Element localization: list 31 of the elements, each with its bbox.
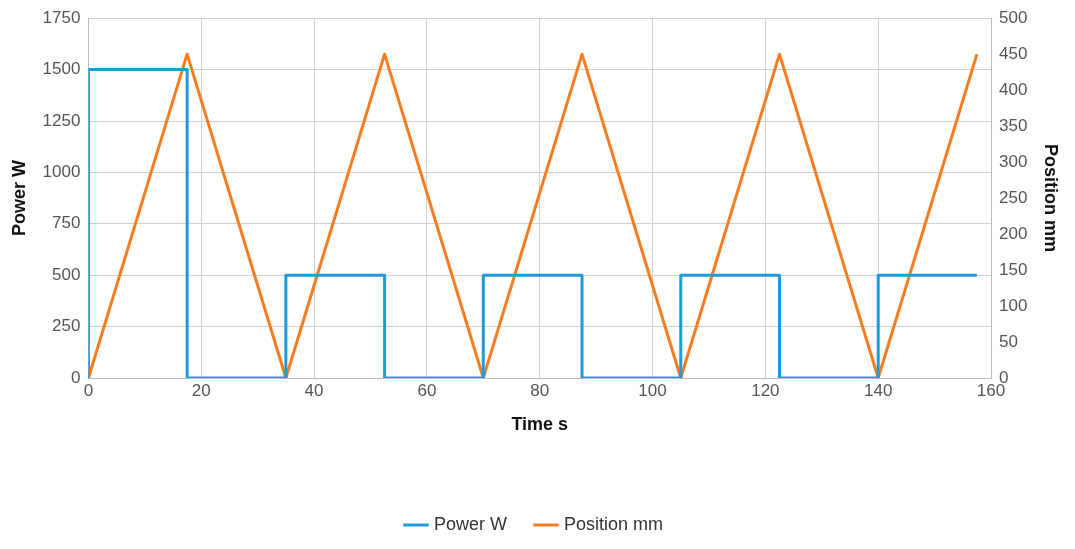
x-tick-label: 60	[417, 380, 437, 400]
x-tick-label: 140	[864, 380, 893, 400]
y2-tick-label: 250	[999, 187, 1028, 207]
legend-label: Power W	[433, 513, 507, 534]
y2-tick-label: 300	[999, 151, 1028, 171]
y-axis-title: Power W	[8, 160, 29, 237]
x-tick-label: 100	[638, 380, 667, 400]
x-tick-label: 80	[530, 380, 550, 400]
x-tick-label: 0	[83, 380, 94, 400]
y2-tick-label: 50	[999, 331, 1018, 351]
y2-tick-label: 450	[999, 43, 1028, 63]
legend-label: Position mm	[563, 513, 664, 534]
x-axis-title: Time s	[511, 414, 569, 435]
x-tick-label: 120	[751, 380, 780, 400]
y-tick-label: 1750	[42, 7, 81, 27]
y-tick-label: 500	[52, 264, 81, 284]
x-tick-label: 40	[304, 380, 324, 400]
y-tick-label: 0	[70, 367, 81, 387]
y2-tick-label: 100	[999, 295, 1028, 315]
y2-axis-title: Position mm	[1041, 144, 1062, 253]
y-tick-label: 1500	[42, 59, 81, 79]
y2-tick-label: 350	[999, 115, 1028, 135]
y2-tick-label: 200	[999, 223, 1028, 243]
y-tick-label: 1000	[42, 162, 81, 182]
y-tick-label: 1250	[42, 110, 81, 130]
y-tick-label: 750	[52, 213, 81, 233]
x-tick-label: 20	[191, 380, 211, 400]
y2-tick-label: 150	[999, 259, 1028, 279]
y-tick-label: 250	[52, 316, 81, 336]
y2-tick-label: 400	[999, 79, 1028, 99]
y2-tick-label: 500	[999, 7, 1028, 27]
